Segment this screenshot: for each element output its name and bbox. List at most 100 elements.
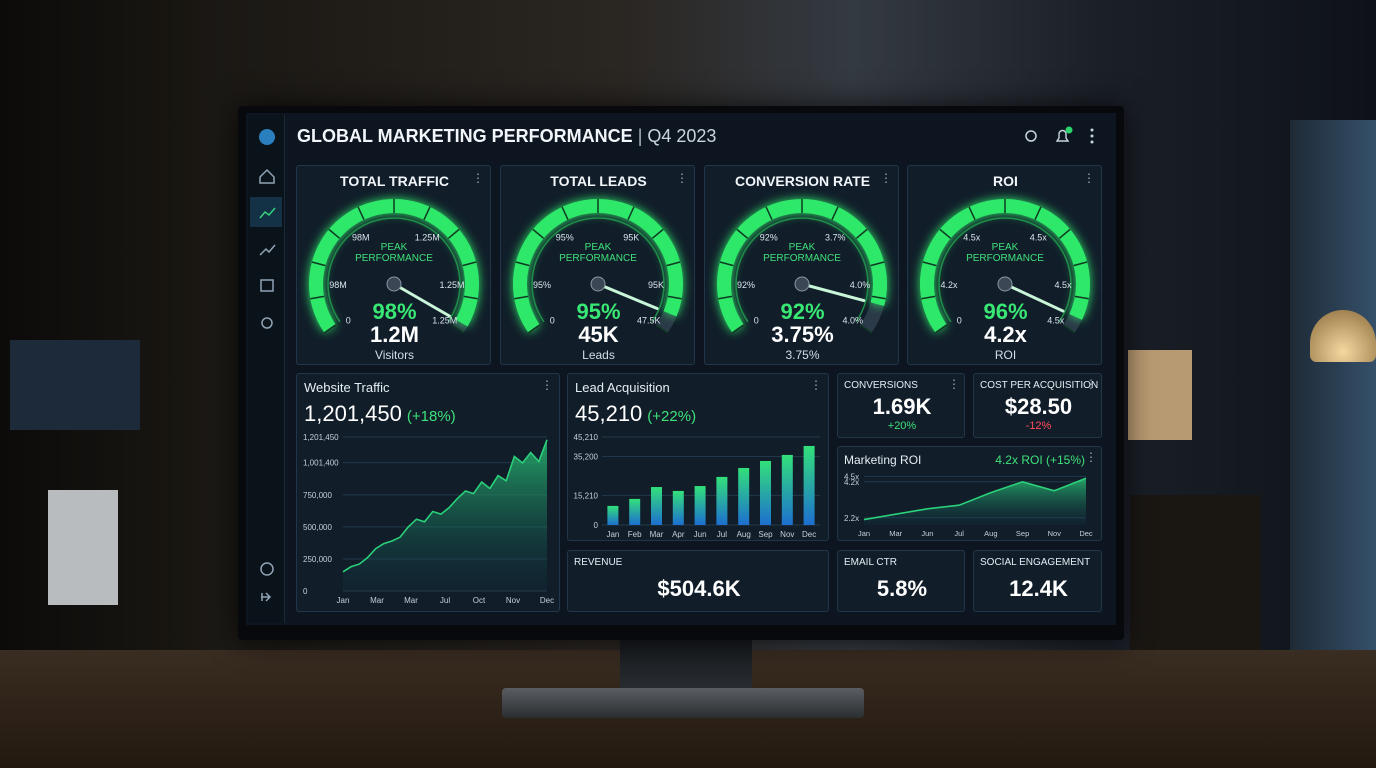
notification-dot bbox=[1065, 126, 1073, 134]
bar bbox=[803, 445, 815, 525]
gauge-percent: 96% bbox=[983, 299, 1028, 324]
metric-value: $504.6K bbox=[657, 576, 741, 601]
logout-icon[interactable] bbox=[261, 592, 272, 602]
gauge-scale-label: 3.7% bbox=[825, 232, 846, 242]
x-tick-label: Jul bbox=[440, 596, 450, 605]
gauge-needle bbox=[392, 282, 451, 318]
gauge-fill bbox=[920, 199, 1090, 333]
gauge: 0 92% 92% 3.7% 4.0% 4.0% bbox=[717, 199, 887, 334]
gauge-tick bbox=[527, 324, 541, 334]
cabinet bbox=[1130, 495, 1260, 650]
menu-dots[interactable]: ⋮ bbox=[472, 171, 484, 185]
gauge-scale-label: 0 bbox=[754, 316, 759, 326]
monitor-base bbox=[502, 688, 864, 718]
menu-dots[interactable]: ⋮ bbox=[1083, 171, 1095, 185]
menu-dots[interactable]: ⋮ bbox=[880, 171, 892, 185]
roi-summary: 4.2x ROI (+15%) bbox=[995, 453, 1085, 467]
gauge-scale-label: 4.0% bbox=[843, 316, 864, 326]
gauge-scale-label: 98M bbox=[329, 280, 347, 290]
wall-lamp bbox=[1310, 310, 1376, 362]
gauge-tick bbox=[871, 295, 886, 300]
x-tick-label: Dec bbox=[802, 530, 816, 539]
white-binders bbox=[48, 490, 118, 605]
headline: 1,201,450 (+18%) bbox=[304, 401, 456, 427]
menu-dots[interactable]: ⋮ bbox=[1085, 377, 1097, 391]
kpi-change: +20% bbox=[887, 420, 917, 432]
y-tick-label: 1,201,450 bbox=[303, 433, 339, 442]
x-tick-label: Jan bbox=[606, 530, 619, 539]
analytics-icon[interactable] bbox=[259, 207, 276, 219]
y-tick-label: 750,000 bbox=[303, 491, 332, 500]
window bbox=[1290, 120, 1376, 650]
gauge-scale-label: 1.25M bbox=[439, 280, 464, 290]
x-tick-label: Jun bbox=[921, 529, 933, 538]
gauge-tick bbox=[515, 261, 530, 267]
kpi-value: 1.69K bbox=[872, 394, 932, 419]
menu-dots[interactable]: ⋮ bbox=[810, 378, 822, 392]
y-tick-label: 45,210 bbox=[574, 433, 599, 442]
gauge-tick bbox=[939, 228, 952, 239]
gauge-fill bbox=[513, 199, 683, 333]
x-tick-label: Nov bbox=[780, 530, 794, 539]
gauge-value: 4.2x bbox=[984, 322, 1027, 347]
calendar-icon[interactable] bbox=[260, 279, 274, 292]
gauge-tick bbox=[1034, 206, 1042, 220]
roi-chart: 2.2x 4.2x4.5x Jan Mar Jun Jul Aug Sep Nov Dec bbox=[844, 472, 1093, 538]
menu-dots[interactable]: ⋮ bbox=[676, 171, 688, 185]
x-tick-label: Mar bbox=[370, 596, 384, 605]
bar bbox=[672, 490, 684, 525]
menu-dots[interactable]: ⋮ bbox=[948, 377, 960, 391]
gauge-scale-label: 95K bbox=[623, 232, 639, 242]
dashboard-title: GLOBAL MARKETING PERFORMANCE | Q4 2023 bbox=[297, 126, 716, 147]
home-icon[interactable] bbox=[259, 168, 275, 184]
y-tick-label: 0 bbox=[594, 521, 599, 530]
gauge-scale-label: 0 bbox=[957, 316, 962, 326]
line bbox=[342, 439, 548, 573]
logo bbox=[259, 129, 275, 145]
headline: 45,210 (+22%) bbox=[575, 401, 696, 427]
gauge-tick bbox=[423, 206, 431, 220]
title-text: GLOBAL MARKETING PERFORMANCE bbox=[297, 126, 633, 146]
menu-dots[interactable]: ⋮ bbox=[1085, 450, 1097, 464]
gauge-tick bbox=[310, 295, 325, 300]
gauge: 0 95% 95% 95K 95K 47.5K bbox=[513, 199, 683, 334]
search-icon[interactable] bbox=[1025, 130, 1037, 142]
menu-dots[interactable]: ⋮ bbox=[541, 378, 553, 392]
x-tick-label: Sep bbox=[758, 530, 773, 539]
kpi-card: CONVERSIONS ⋮ 1.69K +20% bbox=[837, 373, 965, 438]
gauge-title: TOTAL LEADS bbox=[550, 173, 647, 189]
gauge-tick bbox=[561, 206, 569, 220]
area bbox=[864, 478, 1086, 525]
gauge-tick bbox=[311, 261, 326, 267]
gauge-scale-label: 4.5x bbox=[1054, 280, 1072, 290]
gauge-value: 3.75% bbox=[771, 322, 834, 347]
gauge-scale-label: 95% bbox=[533, 280, 551, 290]
x-tick-label: Apr bbox=[672, 530, 685, 539]
y-tick-label: 2.2x bbox=[844, 514, 859, 523]
gauge-scale-label: 1.25M bbox=[415, 232, 440, 242]
gauge-scale-label: 47.5K bbox=[637, 316, 661, 326]
gauge-value: 1.2M bbox=[370, 322, 419, 347]
help-icon[interactable] bbox=[260, 562, 274, 576]
gauge-tick bbox=[1062, 324, 1076, 334]
headline-change: (+18%) bbox=[406, 408, 456, 425]
peak-label: PEAK PERFORMANCE bbox=[559, 242, 637, 264]
x-tick-label: Feb bbox=[628, 530, 642, 539]
gauge-tick bbox=[666, 261, 681, 267]
gauge-tick bbox=[357, 206, 365, 220]
x-tick-label: Jan bbox=[858, 529, 870, 538]
menu-icon[interactable] bbox=[1090, 128, 1094, 144]
gauge-tick bbox=[667, 295, 682, 300]
gauge-scale-label: 4.5x bbox=[1047, 316, 1065, 326]
notification-icon[interactable] bbox=[1055, 129, 1070, 142]
gauge-tick bbox=[831, 206, 839, 220]
x-tick-label: Jul bbox=[717, 530, 727, 539]
settings-icon[interactable] bbox=[261, 317, 273, 329]
x-tick-label: Aug bbox=[737, 530, 751, 539]
gauge-percent: 92% bbox=[780, 299, 825, 324]
leads-panel: Lead Acquisition ⋮ 45,210 (+22%) 0 15,210 35,2… bbox=[567, 373, 829, 541]
panel-title: Marketing ROI bbox=[844, 453, 922, 467]
bar bbox=[781, 454, 793, 525]
trends-icon[interactable] bbox=[259, 244, 276, 256]
kpi-title: CONVERSIONS bbox=[844, 380, 918, 391]
